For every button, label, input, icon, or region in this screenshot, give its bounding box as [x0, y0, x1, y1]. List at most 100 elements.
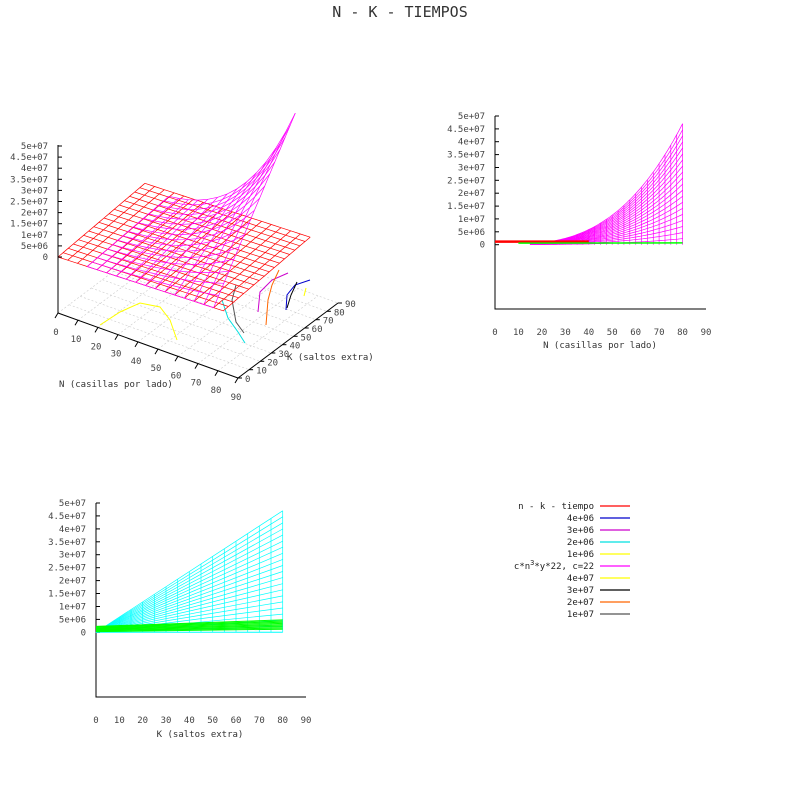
y-tick-label: 1e+07	[458, 215, 485, 225]
x-tick-label: 10	[513, 328, 524, 338]
y-tick-label-3d: 40	[289, 342, 300, 352]
measured-line	[95, 628, 283, 633]
x-tick-label: 90	[701, 328, 712, 338]
legend-label-part: c*n	[514, 562, 530, 572]
y-tick-label-3d: 80	[334, 308, 345, 318]
base-grid-line-y	[146, 246, 328, 312]
y-tick-label: 5e+07	[458, 112, 485, 122]
x-tick-label: 60	[231, 716, 242, 726]
x-tick-3d	[214, 370, 219, 377]
axes-3d: 0102030405060708090010203040506070809005…	[10, 142, 356, 403]
legend-label: 4e+07	[567, 574, 594, 584]
y-tick-label: 4e+07	[458, 138, 485, 148]
axis-frame	[494, 116, 706, 310]
legend-label: 3e+06	[567, 526, 594, 536]
x-tick-label: 20	[137, 716, 148, 726]
y-tick-label: 3e+07	[59, 551, 86, 561]
legend-label: 4e+06	[567, 514, 594, 524]
fitted-surface	[86, 112, 296, 309]
x-tick-label: 0	[492, 328, 497, 338]
base-grid-line-x	[137, 266, 239, 343]
x-tick-3d	[74, 319, 79, 326]
x-tick-label-3d: 30	[111, 350, 122, 360]
x-tick-3d	[54, 312, 59, 319]
measured-mesh-line	[77, 189, 165, 264]
base-grid-line-y	[113, 271, 294, 337]
y-tick-label-3d: 90	[345, 300, 356, 310]
measured-line	[95, 621, 283, 629]
x-tick-3d	[174, 356, 179, 362]
measured-line	[95, 622, 283, 629]
fitted-mesh-line	[97, 257, 224, 284]
legend-label: 1e+06	[567, 550, 594, 560]
y-tick-label: 4e+07	[59, 525, 86, 535]
projection-k-panel: 0 10 20 30 40 50 60 70 80 90 0 5e+06 1e+07 1.5e+07 2e+…	[48, 499, 311, 740]
base-grid-line-x	[77, 244, 179, 321]
y-tick-label: 5e+06	[59, 615, 86, 625]
y-tick-label: 1e+07	[59, 602, 86, 612]
measured-line	[95, 627, 283, 632]
axes-k: 0 10 20 30 40 50 60 70 80 90 0 5e+06 1e+07 1.5e+07 2e+…	[48, 499, 311, 726]
contour-line	[285, 279, 311, 311]
contour-line	[265, 269, 280, 326]
legend-label-part: *y*22, c=22	[534, 562, 594, 572]
z-tick-label-3d: 5e+07	[21, 142, 48, 152]
base-grid-line-y	[68, 304, 250, 370]
z-tick-label-3d: 2.5e+07	[10, 198, 48, 208]
x-tick-label: 70	[654, 328, 665, 338]
x-tick-label: 80	[277, 716, 288, 726]
fitted-mesh-line	[102, 252, 229, 273]
x-tick-3d	[154, 348, 159, 355]
x-tick-label-3d: 90	[231, 393, 242, 403]
x-tick-label-3d: 40	[131, 357, 142, 367]
x-tick-label: 90	[301, 716, 312, 726]
base-grid-line-y	[157, 237, 339, 304]
base-grid-line-x	[177, 281, 279, 357]
fitted-mesh-line	[87, 266, 214, 309]
y-tick-label: 5e+06	[458, 228, 485, 238]
y-tick-label: 0	[81, 628, 86, 638]
x-tick-3d	[194, 363, 199, 369]
measured-mesh-line	[193, 227, 282, 302]
y-tick-label: 5e+07	[59, 499, 86, 509]
measured-mesh-line	[67, 186, 155, 261]
contour-lines	[99, 269, 311, 344]
measured-mesh-line	[114, 208, 280, 264]
fitted-mesh-line	[158, 137, 286, 210]
projection-n-panel: 0 10 20 30 40 50 60 70 80 90 0 5e+06 1e+07 1.5e+07 2e+…	[447, 112, 711, 351]
axes-n: 0 10 20 30 40 50 60 70 80 90 0 5e+06 1e+07 1.5e+07 2e+…	[447, 112, 711, 338]
legend-label: n - k - tiempo	[518, 502, 594, 512]
z-tick-label-3d: 2e+07	[21, 209, 48, 219]
y-tick-label: 2.5e+07	[447, 176, 485, 186]
x-tick-label: 20	[536, 328, 547, 338]
legend: n - k - tiempo4e+063e+062e+061e+06c*n3*y…	[514, 502, 630, 620]
x-tick-label: 40	[583, 328, 594, 338]
y-tick-label: 3.5e+07	[447, 151, 485, 161]
fitted-mesh-line	[112, 244, 240, 258]
x-tick-label: 50	[207, 716, 218, 726]
z-tick-label-3d: 3e+07	[21, 186, 48, 196]
measured-mesh-line	[203, 230, 291, 305]
measured-mesh-line	[108, 213, 275, 268]
contour-line	[257, 272, 289, 313]
legend-label: 3e+07	[567, 586, 594, 596]
measured-mesh-line	[125, 205, 214, 280]
measured-mesh-line	[98, 221, 265, 277]
measured-mesh-line	[174, 221, 262, 296]
legend-label: 2e+07	[567, 598, 594, 608]
fitted-mesh-line	[163, 125, 291, 206]
y-tick-label: 4.5e+07	[48, 512, 86, 522]
fitted-mesh-line	[153, 149, 281, 215]
fitted-mesh-line	[143, 173, 271, 225]
measured-line	[95, 620, 283, 628]
y-tick-label: 0	[480, 241, 485, 251]
y-tick-label-3d: 0	[245, 375, 250, 385]
x-tick-label: 50	[607, 328, 618, 338]
y-tick-label: 1.5e+07	[447, 202, 485, 212]
x-tick-label-3d: 10	[71, 335, 82, 345]
measured-line	[95, 625, 283, 631]
data-k	[95, 510, 284, 633]
measured-mesh-line	[62, 252, 229, 307]
y-tick-label: 1.5e+07	[48, 590, 86, 600]
y-axis-label-3d: K (saltos extra)	[287, 353, 374, 363]
